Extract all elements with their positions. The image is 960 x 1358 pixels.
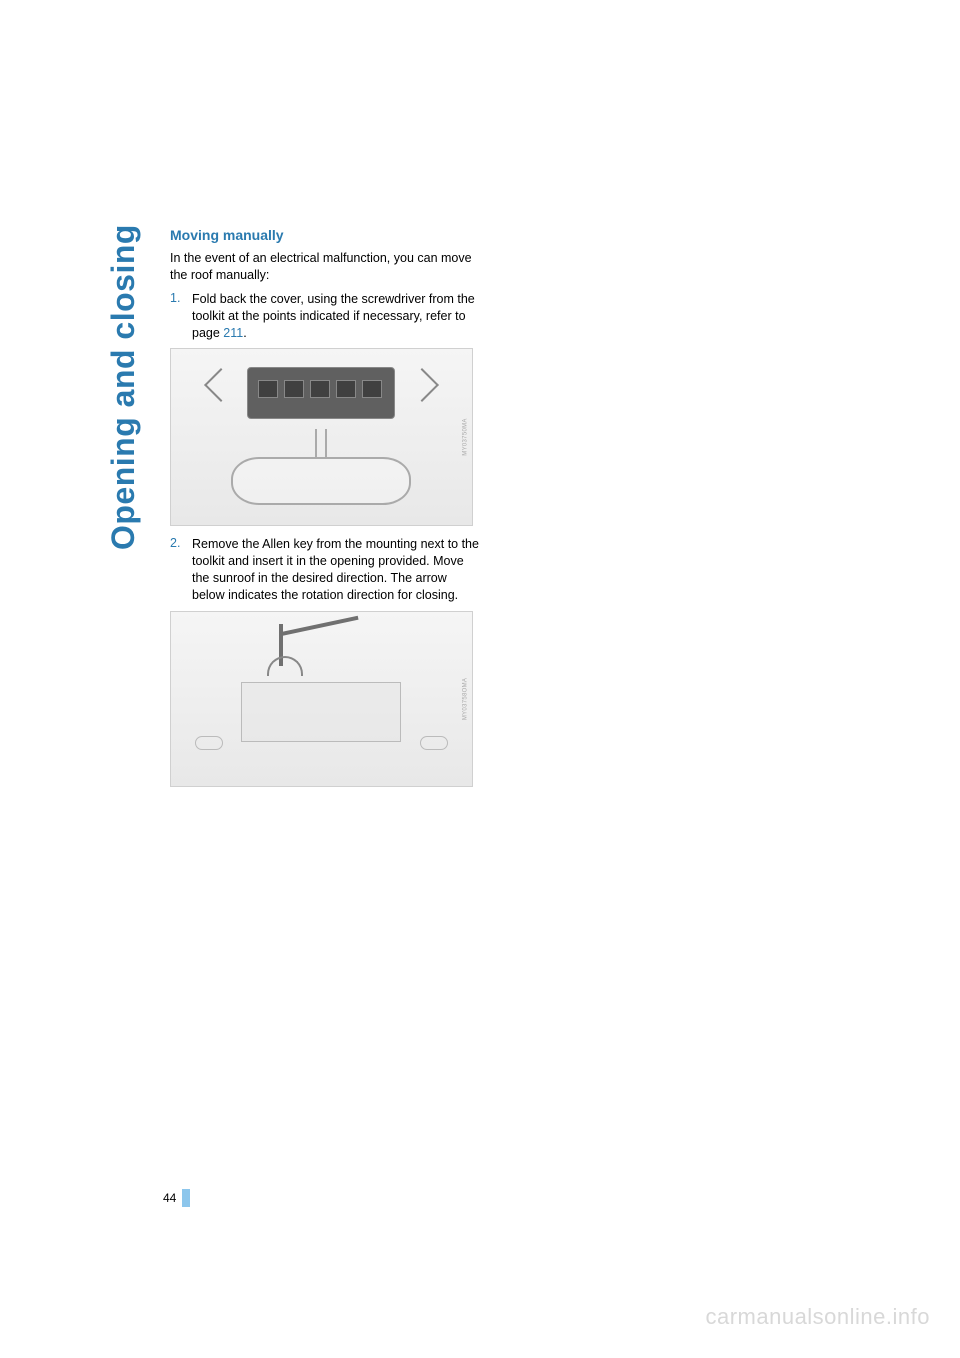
step-number: 2. (170, 536, 192, 604)
illustration-code: MY03758OMA (462, 678, 468, 720)
watermark-text: carmanualsonline.info (705, 1304, 930, 1330)
intro-paragraph: In the event of an electrical malfunctio… (170, 250, 480, 284)
step-number: 1. (170, 291, 192, 342)
step-text: Fold back the cover, using the screwdriv… (192, 291, 480, 342)
console-button (258, 380, 278, 398)
illustration-code: MY03750MA (462, 419, 468, 456)
console-button (362, 380, 382, 398)
console-button (310, 380, 330, 398)
dome-light (420, 736, 448, 750)
page-number-block: 44 (163, 1189, 190, 1207)
console-button (336, 380, 356, 398)
sunroof-opening (241, 682, 401, 742)
section-heading: Moving manually (170, 227, 480, 243)
page-number: 44 (163, 1191, 176, 1205)
console-button (284, 380, 304, 398)
main-content: Moving manually In the event of an elect… (170, 227, 480, 797)
page-number-bar-icon (182, 1189, 190, 1207)
page-reference-link[interactable]: 211 (223, 326, 243, 340)
dome-light (195, 736, 223, 750)
step-2: 2. Remove the Allen key from the mountin… (170, 536, 480, 604)
page-container: Opening and closing Moving manually In t… (0, 0, 960, 1358)
arrow-right-icon (405, 368, 439, 402)
console-panel (247, 367, 395, 419)
section-sidebar-title: Opening and closing (105, 224, 142, 550)
illustration-allen-key: MY03758OMA (170, 611, 473, 787)
console-button-row (258, 380, 382, 398)
rearview-mirror (231, 457, 411, 505)
illustration-overhead-console: MY03750MA (170, 348, 473, 526)
arrow-left-icon (204, 368, 238, 402)
mirror-stem (315, 429, 327, 457)
step-1: 1. Fold back the cover, using the screwd… (170, 291, 480, 342)
allen-handle (279, 616, 358, 637)
step-text: Remove the Allen key from the mounting n… (192, 536, 480, 604)
step-text-segment: . (243, 326, 246, 340)
